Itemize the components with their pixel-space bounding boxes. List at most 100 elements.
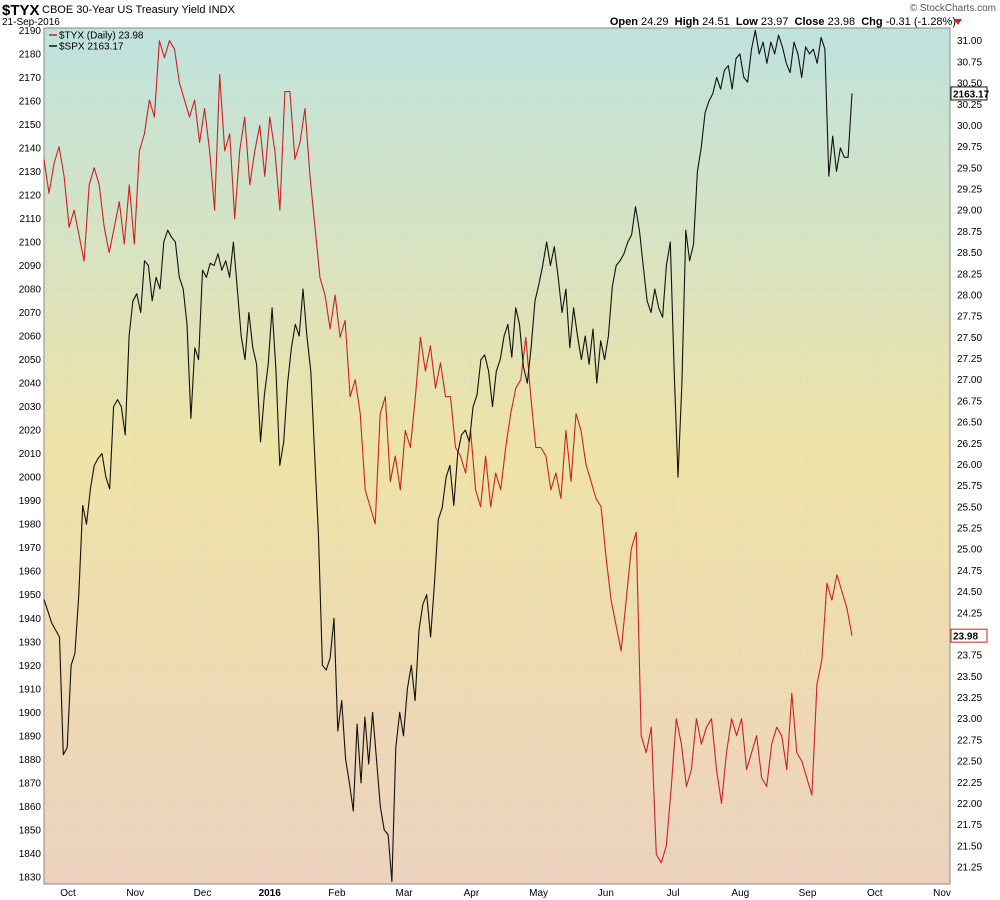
left-tick-label: 1940 <box>19 614 42 625</box>
right-tick-label: 26.50 <box>957 418 982 429</box>
left-tick-label: 2050 <box>19 355 42 366</box>
left-tick-label: 1900 <box>19 708 42 719</box>
left-tick-label: 2030 <box>19 402 42 413</box>
right-tick-label: 21.50 <box>957 841 982 852</box>
x-tick-label: Aug <box>731 888 749 899</box>
right-tick-label: 25.50 <box>957 502 982 513</box>
right-tick-label: 22.75 <box>957 735 982 746</box>
right-tick-label: 22.25 <box>957 778 982 789</box>
left-tick-label: 2160 <box>19 96 42 107</box>
low-value: 23.97 <box>760 16 789 28</box>
ohlc-readout: Open 24.29 High 24.51 Low 23.97 Close 23… <box>610 16 956 28</box>
right-tick-label: 22.00 <box>957 799 982 810</box>
exchange-text: INDX <box>208 4 235 16</box>
left-tick-label: 2020 <box>19 426 42 437</box>
high-label: High <box>674 16 700 28</box>
x-tick-label: Nov <box>126 888 144 899</box>
left-tick-label: 1840 <box>19 849 42 860</box>
right-tick-label: 30.75 <box>957 57 982 68</box>
x-tick-label: Nov <box>933 888 951 899</box>
open-label: Open <box>609 16 638 28</box>
right-tick-label: 25.25 <box>957 524 982 535</box>
left-tick-label: 2070 <box>19 308 42 319</box>
x-tick-label: Mar <box>396 888 414 899</box>
right-tick-label: 23.50 <box>957 672 982 683</box>
right-tick-label: 27.50 <box>957 333 982 344</box>
right-tick-label: 29.00 <box>957 206 982 217</box>
legend-label-spx: $SPX 2163.17 <box>59 42 124 53</box>
right-tick-label: 26.25 <box>957 439 982 450</box>
right-tick-label: 27.25 <box>957 354 982 365</box>
left-tick-label: 1930 <box>19 637 42 648</box>
last-value-text: 23.98 <box>953 632 978 643</box>
open-value: 24.29 <box>641 16 669 28</box>
right-tick-label: 30.00 <box>957 121 982 132</box>
chart-date: 21-Sep-2016 <box>2 17 60 28</box>
x-tick-label: Oct <box>60 888 76 899</box>
x-tick-label: Feb <box>328 888 346 899</box>
left-tick-label: 2100 <box>19 238 42 249</box>
left-tick-label: 1870 <box>19 778 42 789</box>
legend-label-tyx: $TYX (Daily) 23.98 <box>59 31 144 42</box>
right-tick-label: 28.75 <box>957 227 982 238</box>
low-label: Low <box>735 16 758 28</box>
left-tick-label: 2180 <box>19 49 42 60</box>
left-tick-label: 2130 <box>19 167 42 178</box>
left-tick-label: 1950 <box>19 590 42 601</box>
left-tick-label: 2110 <box>19 214 41 225</box>
chg-value: -0.31 (-1.28%) <box>885 16 956 28</box>
right-tick-label: 28.00 <box>957 290 982 301</box>
right-tick-label: 25.00 <box>957 545 982 556</box>
last-value-box <box>950 86 988 101</box>
description-text: CBOE 30-Year US Treasury Yield <box>42 4 206 16</box>
left-tick-label: 1830 <box>19 872 42 883</box>
close-label: Close <box>794 16 825 28</box>
x-tick-label: Apr <box>464 888 480 899</box>
series-group: 23.98 2163.17 <box>43 29 990 883</box>
left-tick-label: 1910 <box>19 684 42 695</box>
last-value-text: 2163.17 <box>953 89 990 100</box>
chg-label: Chg <box>861 16 883 28</box>
left-tick-label: 2080 <box>19 285 42 296</box>
left-tick-label: 2000 <box>19 473 42 484</box>
right-tick-label: 24.75 <box>957 566 982 577</box>
left-tick-label: 2140 <box>19 143 42 154</box>
right-tick-label: 23.25 <box>957 693 982 704</box>
left-tick-label: 2060 <box>19 332 42 343</box>
right-axis: 31.00 30.75 30.50 30.25 30.00 29.75 29.50 29.25… <box>957 36 982 873</box>
tyx-series-line <box>43 40 853 864</box>
x-tick-label: Dec <box>194 888 212 899</box>
high-value: 24.51 <box>702 16 730 28</box>
right-tick-label: 28.25 <box>957 269 982 280</box>
right-tick-label: 21.75 <box>957 820 982 831</box>
x-tick-label: May <box>529 888 548 899</box>
last-value-box <box>950 628 988 643</box>
right-tick-label: 23.75 <box>957 651 982 662</box>
left-tick-label: 1920 <box>19 661 42 672</box>
legend: $TYX (Daily) 23.98 $SPX 2163.17 <box>49 31 144 53</box>
left-tick-label: 2190 <box>19 26 42 37</box>
left-tick-label: 2040 <box>19 379 42 390</box>
right-tick-label: 25.75 <box>957 481 982 492</box>
x-tick-label: Jul <box>667 888 680 899</box>
right-tick-label: 24.50 <box>957 587 982 598</box>
left-tick-label: 1970 <box>19 543 42 554</box>
x-axis: Oct Nov Dec 2016 Feb Mar Apr May Jun Jul Aug Sep Oct… <box>60 888 951 899</box>
plot-background <box>43 27 951 885</box>
left-tick-label: 1880 <box>19 755 42 766</box>
right-tick-label: 21.25 <box>957 863 982 874</box>
right-tick-label: 30.50 <box>957 79 982 90</box>
close-value: 23.98 <box>827 16 856 28</box>
brand-watermark: © StockCharts.com <box>909 3 996 14</box>
x-tick-label: Sep <box>799 888 817 899</box>
left-tick-label: 1960 <box>19 567 42 578</box>
symbol-title: $TYX <box>2 2 40 19</box>
left-tick-label: 2120 <box>19 190 42 201</box>
right-tick-label: 27.75 <box>957 312 982 323</box>
right-tick-label: 22.50 <box>957 757 982 768</box>
right-tick-label: 26.00 <box>957 460 982 471</box>
right-tick-label: 29.25 <box>957 185 982 196</box>
right-tick-label: 28.50 <box>957 248 982 259</box>
x-tick-label: Jun <box>598 888 614 899</box>
